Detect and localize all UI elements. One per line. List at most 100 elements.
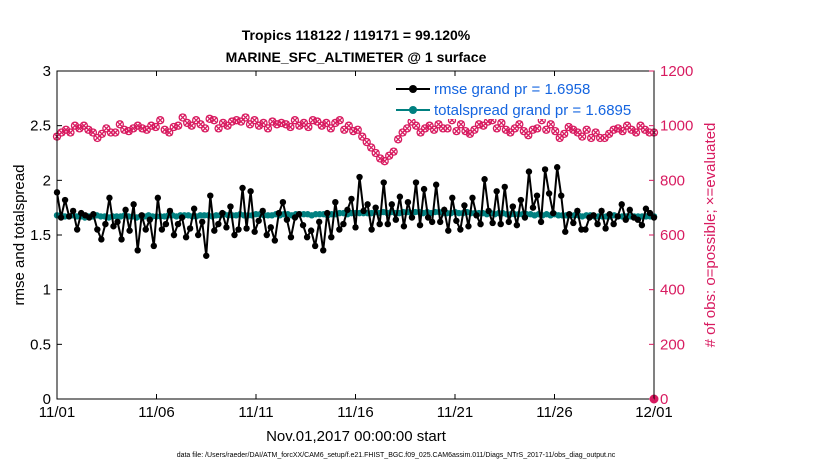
obs-possible-point	[411, 121, 421, 130]
obs-evaluated-point	[376, 155, 384, 162]
obs-possible-point	[613, 124, 623, 133]
rmse-point	[126, 227, 133, 234]
obs-evaluated-point	[282, 120, 290, 128]
rmse-point	[545, 190, 553, 197]
obs-evaluated-point	[484, 118, 492, 126]
obs-possible-point	[385, 151, 394, 160]
legend-rmse-label: rmse grand pr = 1.6958	[434, 81, 590, 98]
obs-possible-point	[344, 121, 353, 130]
obs-evaluated-point	[587, 134, 595, 142]
obs-possible-point	[564, 122, 573, 132]
obs-possible-point	[223, 121, 232, 130]
obs-possible-point	[645, 128, 654, 137]
rmse-point	[158, 226, 166, 233]
obs-possible-point	[591, 128, 600, 137]
rmse-point	[614, 213, 621, 220]
rmse-point	[303, 233, 311, 241]
obs-evaluated-point	[497, 119, 505, 127]
obs-evaluated-point	[206, 115, 214, 123]
obs-evaluated-point	[551, 127, 559, 135]
rmse-point	[541, 166, 549, 173]
obs-evaluated-point	[219, 119, 227, 127]
obs-evaluated-point	[592, 129, 600, 136]
rmse-point	[283, 216, 291, 223]
obs-possible-point	[501, 125, 511, 134]
obs-evaluated-point	[363, 138, 371, 146]
rmse-point	[388, 201, 396, 208]
obs-possible-point	[376, 154, 385, 163]
chart-subtitle: MARINE_SFC_ALTIMETER @ 1 surface	[226, 49, 487, 65]
obs-possible-point	[578, 132, 587, 141]
obs-possible-point	[304, 122, 313, 132]
rmse-point	[170, 231, 178, 239]
obs-possible-point	[479, 121, 488, 130]
obs-possible-point	[380, 157, 389, 166]
obs-possible-point	[429, 125, 439, 134]
rmse-point	[457, 226, 464, 233]
obs-evaluated-point	[251, 116, 258, 124]
obs-possible-point	[631, 128, 641, 137]
rmse-point	[243, 225, 250, 232]
rmse-point	[146, 216, 153, 223]
obs-evaluated-point	[583, 126, 591, 134]
rmse-point	[481, 176, 488, 183]
rmse-point	[461, 202, 468, 209]
obs-evaluated-point	[165, 129, 173, 136]
obs-possible-point	[236, 117, 246, 126]
obs-possible-point	[340, 125, 349, 134]
obs-possible-point	[393, 135, 403, 144]
y2-tick-label: 200	[660, 336, 685, 353]
rmse-point	[138, 212, 145, 219]
y-tick-label: 1	[43, 282, 51, 299]
rmse-point	[199, 218, 206, 226]
rmse-point	[174, 220, 182, 228]
obs-possible-point	[425, 121, 434, 130]
rmse-point	[473, 212, 480, 219]
rmse-point	[638, 221, 646, 229]
x-tick-label: 11/01	[39, 404, 75, 421]
rmse-point	[122, 206, 129, 214]
y2-tick-label: 0	[660, 391, 668, 408]
rmse-point	[642, 205, 650, 212]
obs-possible-point	[174, 121, 183, 130]
rmse-point	[154, 194, 162, 202]
rmse-point	[428, 218, 436, 226]
rmse-point	[622, 216, 629, 223]
rmse-point	[118, 236, 125, 243]
y2-tick-label: 400	[660, 282, 685, 299]
obs-possible-point	[555, 133, 564, 143]
rmse-point	[182, 233, 190, 241]
rmse-point	[271, 237, 279, 244]
obs-evaluated-point	[502, 126, 510, 134]
rmse-point	[364, 201, 371, 208]
rmse-point	[215, 220, 222, 228]
rmse-point	[529, 204, 537, 211]
obs-evaluated-point	[277, 119, 285, 127]
rmse-point	[465, 223, 472, 230]
rmse-point	[348, 195, 355, 203]
rmse-point	[537, 218, 545, 226]
rmse-point	[392, 216, 400, 223]
obs-possible-point	[398, 128, 407, 137]
rmse-point	[110, 223, 117, 230]
obs-evaluated-point	[336, 116, 344, 124]
obs-possible-point	[178, 113, 187, 122]
rmse-point	[275, 209, 283, 217]
obs-possible-point	[389, 147, 398, 156]
rmse-point	[384, 220, 391, 228]
obs-possible-point	[75, 124, 84, 133]
rmse-point	[287, 233, 295, 241]
legend: rmse grand pr = 1.6958 totalspread grand…	[392, 77, 650, 119]
obs-evaluated-point	[120, 126, 128, 134]
rmse-point	[73, 226, 81, 233]
rmse-point	[102, 220, 109, 228]
obs-evaluated-point	[170, 123, 178, 131]
rmse-point	[562, 228, 569, 235]
obs-possible-point	[434, 120, 443, 129]
obs-possible-point	[640, 125, 650, 134]
obs-possible-point	[61, 125, 71, 134]
obs-possible-point	[115, 120, 124, 129]
y2-tick-label: 600	[660, 227, 685, 244]
legend-spread-label: totalspread grand pr = 1.6895	[434, 102, 631, 119]
obs-evaluated-point	[116, 120, 124, 128]
